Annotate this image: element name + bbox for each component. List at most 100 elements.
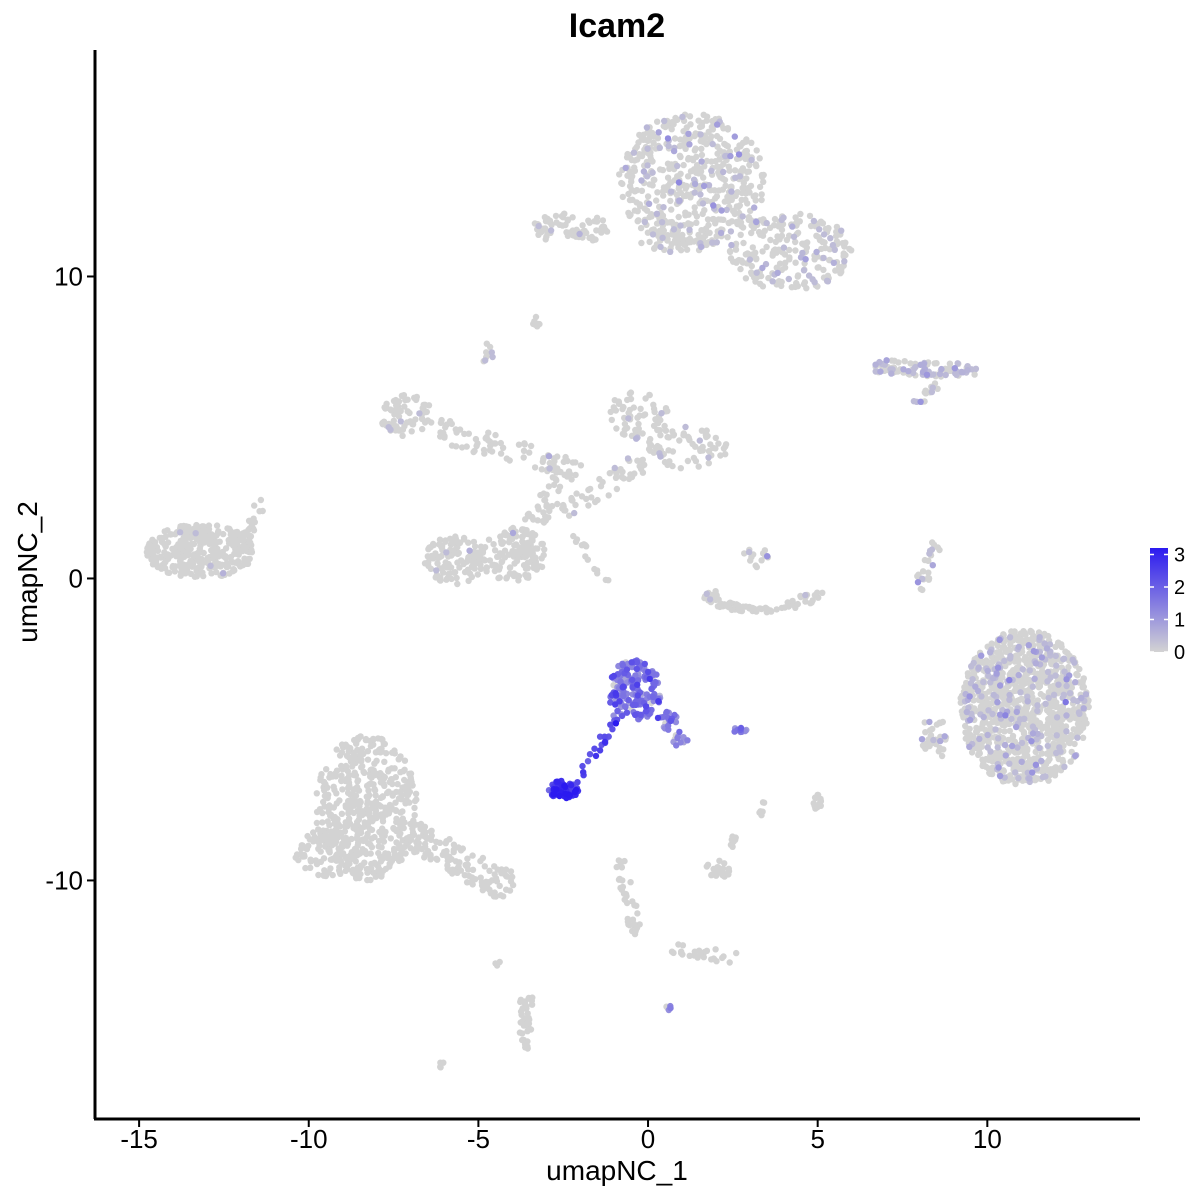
cell-point xyxy=(1065,663,1072,671)
cell-point xyxy=(691,189,698,196)
cell-point xyxy=(558,213,566,220)
cell-point xyxy=(1047,714,1054,721)
cell-point xyxy=(760,799,768,806)
cell-point xyxy=(697,447,704,454)
cell-point xyxy=(384,854,391,861)
cell-point xyxy=(492,960,499,967)
cell-point xyxy=(599,217,607,224)
cell-point xyxy=(670,147,678,155)
cell-point xyxy=(642,703,650,710)
cell-point xyxy=(623,893,630,900)
cell-point xyxy=(618,712,626,720)
cell-point xyxy=(564,232,572,240)
cell-point xyxy=(624,396,631,404)
cell-point xyxy=(665,142,672,150)
cell-point xyxy=(709,140,716,148)
cell-point xyxy=(1024,693,1031,700)
cell-point xyxy=(649,158,656,165)
cell-point xyxy=(617,678,624,685)
cell-point xyxy=(473,442,480,450)
cell-point xyxy=(378,748,385,755)
cell-point xyxy=(382,403,390,410)
cell-point xyxy=(819,589,826,596)
cell-point xyxy=(1001,657,1008,665)
cell-point xyxy=(1068,733,1075,740)
cell-point xyxy=(675,213,682,221)
cell-point xyxy=(717,452,724,459)
cell-point xyxy=(695,170,702,177)
cell-point xyxy=(815,594,822,601)
cell-point xyxy=(692,443,699,450)
cell-point xyxy=(444,862,451,869)
cell-point xyxy=(650,139,657,146)
cell-point xyxy=(926,547,934,555)
cell-point xyxy=(443,564,451,571)
cell-point xyxy=(637,405,644,412)
cell-point xyxy=(683,183,690,190)
cell-point xyxy=(759,173,766,181)
cell-point xyxy=(654,189,661,196)
cell-point xyxy=(1049,703,1057,710)
cell-point xyxy=(631,711,639,719)
cell-point xyxy=(350,853,357,861)
cell-point xyxy=(607,699,614,706)
cell-point xyxy=(154,563,161,571)
cell-point xyxy=(631,470,638,477)
cell-point xyxy=(612,407,620,414)
cell-point xyxy=(454,869,461,876)
cell-point xyxy=(379,793,386,800)
cell-point xyxy=(606,470,613,477)
cell-point xyxy=(733,601,740,608)
cell-point xyxy=(503,532,510,539)
cell-point xyxy=(686,141,693,148)
cell-point xyxy=(441,432,448,440)
cell-point xyxy=(452,443,460,450)
cell-point xyxy=(401,403,408,410)
cell-point xyxy=(629,196,636,203)
cell-point xyxy=(739,213,746,220)
cell-point xyxy=(688,155,695,162)
cell-point xyxy=(660,192,667,199)
cell-point xyxy=(796,218,803,225)
cell-point xyxy=(748,229,755,237)
cell-point xyxy=(586,219,593,226)
cell-point xyxy=(250,515,257,522)
cell-point xyxy=(701,163,708,170)
cell-point xyxy=(996,711,1004,718)
cell-point xyxy=(677,153,684,161)
cell-point xyxy=(738,196,745,204)
cell-point xyxy=(493,565,500,572)
cell-point xyxy=(379,815,386,822)
cell-point xyxy=(168,531,175,538)
cell-point xyxy=(1006,696,1013,703)
cell-point xyxy=(698,123,706,130)
cell-point xyxy=(465,539,472,546)
cell-point xyxy=(490,541,497,548)
cell-point xyxy=(183,567,191,574)
cell-point xyxy=(992,726,999,733)
cell-point xyxy=(677,222,684,229)
cell-point xyxy=(446,570,453,577)
cell-point xyxy=(355,816,363,823)
cell-point xyxy=(541,214,549,221)
cell-point xyxy=(717,229,725,237)
cell-point xyxy=(636,151,643,158)
cell-point xyxy=(378,736,386,743)
cell-point xyxy=(1026,775,1033,782)
cell-point xyxy=(743,175,750,182)
cell-point xyxy=(703,432,710,440)
cell-point xyxy=(584,556,591,563)
cell-point xyxy=(668,241,675,248)
cell-point xyxy=(188,540,195,548)
cell-point xyxy=(424,417,432,424)
cell-point xyxy=(759,248,766,255)
cell-point xyxy=(483,340,490,347)
cell-point xyxy=(392,396,399,404)
legend-tick-label: 2 xyxy=(1174,577,1185,599)
cell-point xyxy=(627,211,634,218)
cell-point xyxy=(698,151,706,159)
cell-point xyxy=(1006,634,1014,641)
cell-point xyxy=(813,248,820,256)
cell-point xyxy=(648,685,655,693)
cell-point xyxy=(641,218,648,226)
